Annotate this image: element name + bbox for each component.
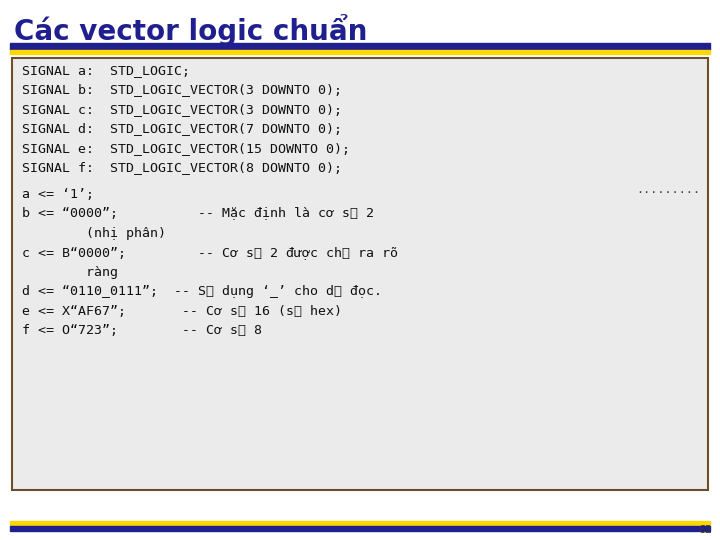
Bar (10, 526, 710, 531)
Text: b <= “0000”;          -- Mặc định là cơ số 2: b <= “0000”; -- Mặc định là cơ số 2 (22, 207, 374, 220)
Text: .........: ......... (636, 183, 700, 196)
Text: e <= X“AF67”;       -- Cơ số 16 (số hex): e <= X“AF67”; -- Cơ số 16 (số hex) (22, 305, 342, 318)
Bar (10, 50, 710, 54)
Text: SIGNAL d:  STD_LOGIC_VECTOR(7 DOWNTO 0);: SIGNAL d: STD_LOGIC_VECTOR(7 DOWNTO 0); (22, 123, 342, 136)
Bar (10, 43, 710, 50)
FancyBboxPatch shape (12, 58, 708, 490)
Text: d <= “0110_0111”;  -- Sử dụng ‘_’ cho dễ đọc.: d <= “0110_0111”; -- Sử dụng ‘_’ cho dễ … (22, 286, 382, 299)
Text: ràng: ràng (22, 266, 118, 279)
Text: Các vector logic chuẩn: Các vector logic chuẩn (14, 14, 367, 46)
Text: (nhị phân): (nhị phân) (22, 227, 166, 240)
Text: SIGNAL a:  STD_LOGIC;: SIGNAL a: STD_LOGIC; (22, 64, 190, 77)
Text: SIGNAL c:  STD_LOGIC_VECTOR(3 DOWNTO 0);: SIGNAL c: STD_LOGIC_VECTOR(3 DOWNTO 0); (22, 103, 342, 116)
Text: c <= B“0000”;         -- Cơ số 2 được chỉ ra rõ: c <= B“0000”; -- Cơ số 2 được chỉ ra rõ (22, 246, 398, 260)
Bar (10, 521, 710, 526)
Text: SIGNAL e:  STD_LOGIC_VECTOR(15 DOWNTO 0);: SIGNAL e: STD_LOGIC_VECTOR(15 DOWNTO 0); (22, 142, 350, 155)
Text: SIGNAL f:  STD_LOGIC_VECTOR(8 DOWNTO 0);: SIGNAL f: STD_LOGIC_VECTOR(8 DOWNTO 0); (22, 161, 342, 174)
Text: a <= ‘1’;: a <= ‘1’; (22, 188, 94, 201)
Text: SIGNAL b:  STD_LOGIC_VECTOR(3 DOWNTO 0);: SIGNAL b: STD_LOGIC_VECTOR(3 DOWNTO 0); (22, 84, 342, 97)
Text: 62: 62 (698, 525, 712, 535)
Text: f <= O“723”;        -- Cơ số 8: f <= O“723”; -- Cơ số 8 (22, 325, 262, 338)
